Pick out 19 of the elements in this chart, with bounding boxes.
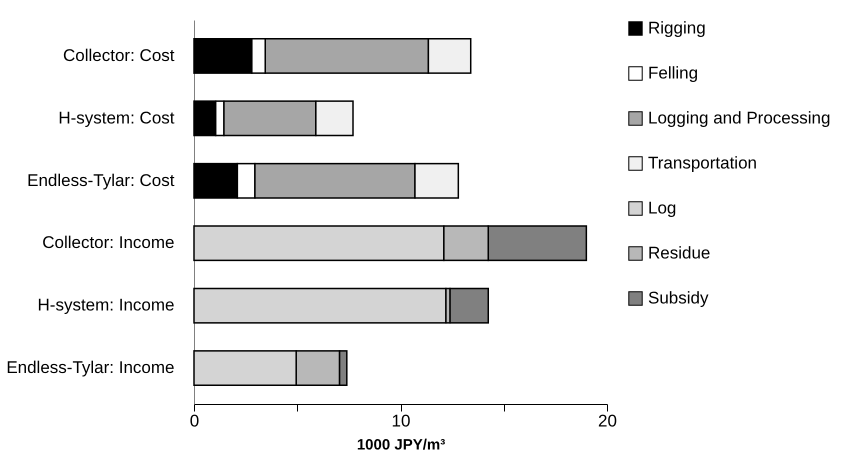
legend-label: Rigging <box>648 18 706 38</box>
legend-label: Residue <box>648 244 710 262</box>
legend-label: Transportation <box>648 154 757 172</box>
legend-label: Subsidy <box>648 288 709 308</box>
bar <box>449 288 490 324</box>
y-tick-label: H-system: Income <box>38 296 174 315</box>
legend-label: Log <box>648 198 676 218</box>
x-axis-title: 1000 JPY/m³ <box>356 436 446 454</box>
legend-label: Felling <box>648 64 698 82</box>
x-tick-label: 0 <box>190 412 200 430</box>
x-tick-label: 20 <box>598 412 617 430</box>
y-tick-label: Collector: Income <box>42 233 174 252</box>
y-tick-label: H-system: Cost <box>58 108 175 128</box>
y-tick-label: Endless-Tylar: Income <box>6 358 174 378</box>
bar <box>193 288 447 324</box>
x-tick-label: 10 <box>392 412 410 430</box>
y-tick-label: Endless-Tylar: Cost <box>27 170 175 190</box>
y-tick-label: Collector: Cost <box>63 46 175 65</box>
legend-label: Logging and Processing <box>648 108 830 128</box>
